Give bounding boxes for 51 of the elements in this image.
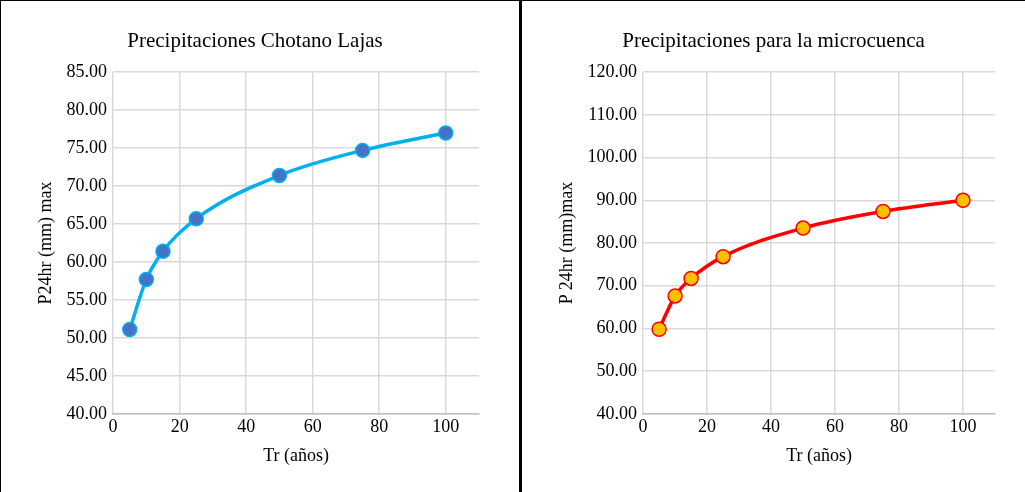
- point: [437, 125, 454, 141]
- chart-title: Precipitaciones para la microcuenca: [622, 28, 926, 53]
- point: [271, 167, 288, 184]
- y-tick-label: 85.00: [66, 60, 108, 81]
- x-tick-label: 40: [762, 416, 781, 437]
- y-tick-label: 75.00: [66, 136, 108, 157]
- x-tick-label: 100: [949, 416, 977, 437]
- y-tick-label: 55.00: [66, 288, 108, 309]
- x-tick-label: 0: [108, 416, 118, 437]
- chart-title: Precipitaciones Chotano Lajas: [127, 28, 383, 53]
- x-axis-title: Tr (años): [263, 444, 329, 466]
- point: [138, 271, 155, 288]
- point: [155, 243, 171, 260]
- y-tick-label: 40.00: [66, 402, 108, 423]
- x-tick-label: 20: [698, 416, 717, 437]
- y-tick-label: 45.00: [66, 364, 108, 385]
- y-tick-label: 50.00: [596, 359, 638, 380]
- y-tick-label: 60.00: [66, 250, 108, 271]
- y-tick-label: 70.00: [596, 274, 638, 295]
- y-tick-label: 70.00: [66, 174, 108, 195]
- point: [354, 142, 371, 159]
- point: [875, 203, 891, 220]
- y-tick-label: 40.00: [596, 402, 638, 423]
- y-tick-label: 50.00: [66, 326, 108, 347]
- x-tick-label: 0: [638, 416, 648, 437]
- point: [121, 321, 138, 338]
- point: [795, 220, 811, 236]
- point: [188, 210, 205, 227]
- y-tick-label: 110.00: [588, 103, 638, 124]
- point: [667, 288, 683, 304]
- y-tick-label: 65.00: [66, 212, 108, 233]
- x-tick-label: 40: [237, 416, 256, 437]
- x-tick-label: 80: [890, 416, 909, 437]
- point: [651, 321, 667, 337]
- y-tick-label: 100.00: [587, 146, 638, 167]
- y-tick-label: 90.00: [596, 189, 638, 210]
- x-tick-label: 100: [432, 416, 460, 437]
- y-tick-label: 60.00: [596, 317, 638, 338]
- y-axis-title: P24hr (mm) max: [34, 181, 56, 305]
- point: [955, 192, 971, 209]
- y-axis-title: P 24hr (mm)max: [555, 181, 577, 305]
- x-tick-label: 20: [170, 416, 189, 437]
- point: [715, 248, 731, 265]
- point: [683, 270, 699, 287]
- y-tick-label: 80.00: [66, 98, 108, 119]
- x-tick-label: 60: [303, 416, 322, 437]
- y-tick-label: 80.00: [596, 231, 638, 252]
- x-tick-label: 60: [826, 416, 845, 437]
- x-axis-title: Tr (años): [786, 444, 852, 466]
- x-tick-label: 80: [370, 416, 389, 437]
- y-tick-label: 120.00: [587, 60, 638, 81]
